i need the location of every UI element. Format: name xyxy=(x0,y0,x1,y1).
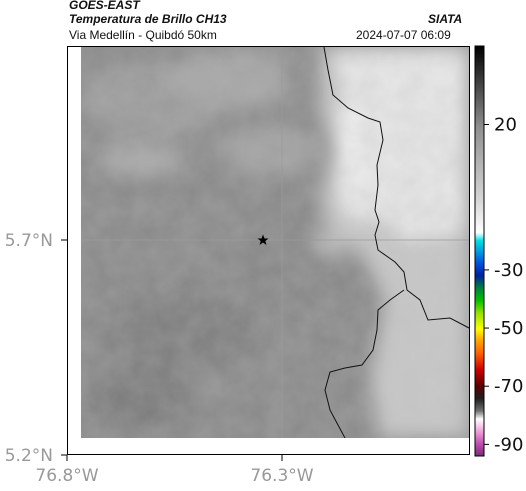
colorbar-tick-label: -50 xyxy=(494,318,523,339)
colorbar-tick-label: -30 xyxy=(494,260,523,281)
colorbar-tick-label: -70 xyxy=(494,376,523,397)
latitude-ticks: 5.7°N 5.2°N xyxy=(5,231,67,466)
agency-label: SIATA xyxy=(428,12,463,26)
location-star-marker xyxy=(257,234,269,245)
department-border xyxy=(323,47,469,329)
timestamp-label: 2024-07-07 06:09 xyxy=(356,28,451,42)
longitude-ticks: 76.8°W 76.3°W xyxy=(35,455,314,486)
colorbar-tick-label: 20 xyxy=(494,115,517,136)
satellite-image xyxy=(81,47,469,438)
latitude-tick-label: 5.2°N xyxy=(5,446,53,466)
longitude-tick-label: 76.8°W xyxy=(35,466,98,486)
satellite-title: GOES-EAST xyxy=(69,0,140,12)
longitude-tick-label: 76.3°W xyxy=(250,466,313,486)
product-title: Temperatura de Brillo CH13 xyxy=(69,12,227,26)
colorbar-tick-label: -90 xyxy=(494,434,523,455)
latitude-tick-label: 5.7°N xyxy=(5,231,53,251)
map-frame xyxy=(67,46,470,455)
colorbar: 20 -30 -50 -70 -90 xyxy=(474,45,523,457)
department-border xyxy=(324,289,405,438)
region-label: Via Medellín - Quibdó 50km xyxy=(69,28,217,42)
